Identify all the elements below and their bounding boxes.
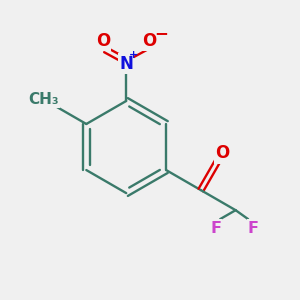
Text: +: + bbox=[129, 50, 138, 61]
Text: O: O bbox=[96, 32, 110, 50]
Text: −: − bbox=[154, 24, 168, 42]
Text: CH₃: CH₃ bbox=[28, 92, 58, 106]
Text: O: O bbox=[215, 144, 229, 162]
Text: O: O bbox=[142, 32, 157, 50]
Text: F: F bbox=[248, 220, 259, 236]
Text: F: F bbox=[210, 220, 221, 236]
Text: N: N bbox=[119, 55, 133, 73]
